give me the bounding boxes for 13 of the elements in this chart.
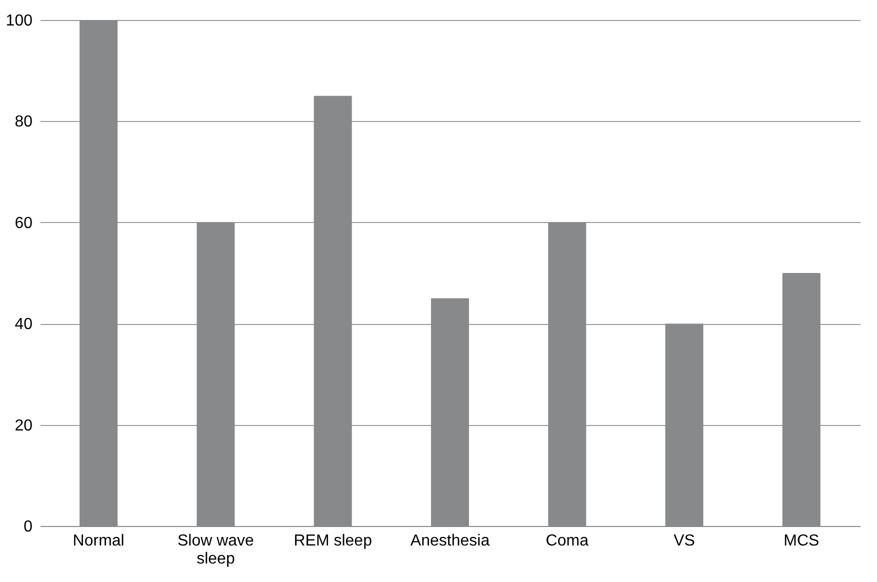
y-tick-label: 60 bbox=[14, 214, 33, 232]
x-tick-label: Slow wave sleep bbox=[177, 532, 254, 568]
y-tick-label: 100 bbox=[6, 12, 33, 30]
x-tick-label: Coma bbox=[546, 532, 589, 550]
y-tick-label: 20 bbox=[14, 417, 33, 434]
y-tick-label: 0 bbox=[24, 518, 33, 536]
x-tick-label: REM sleep bbox=[294, 532, 372, 550]
y-tick-label: 40 bbox=[14, 316, 33, 334]
x-tick-label: MCS bbox=[784, 532, 820, 550]
x-tick-label: Anesthesia bbox=[410, 532, 490, 550]
x-tick-label: VS bbox=[674, 532, 695, 550]
y-tick-label: 80 bbox=[14, 114, 33, 131]
x-tick-label: Normal bbox=[72, 532, 124, 550]
